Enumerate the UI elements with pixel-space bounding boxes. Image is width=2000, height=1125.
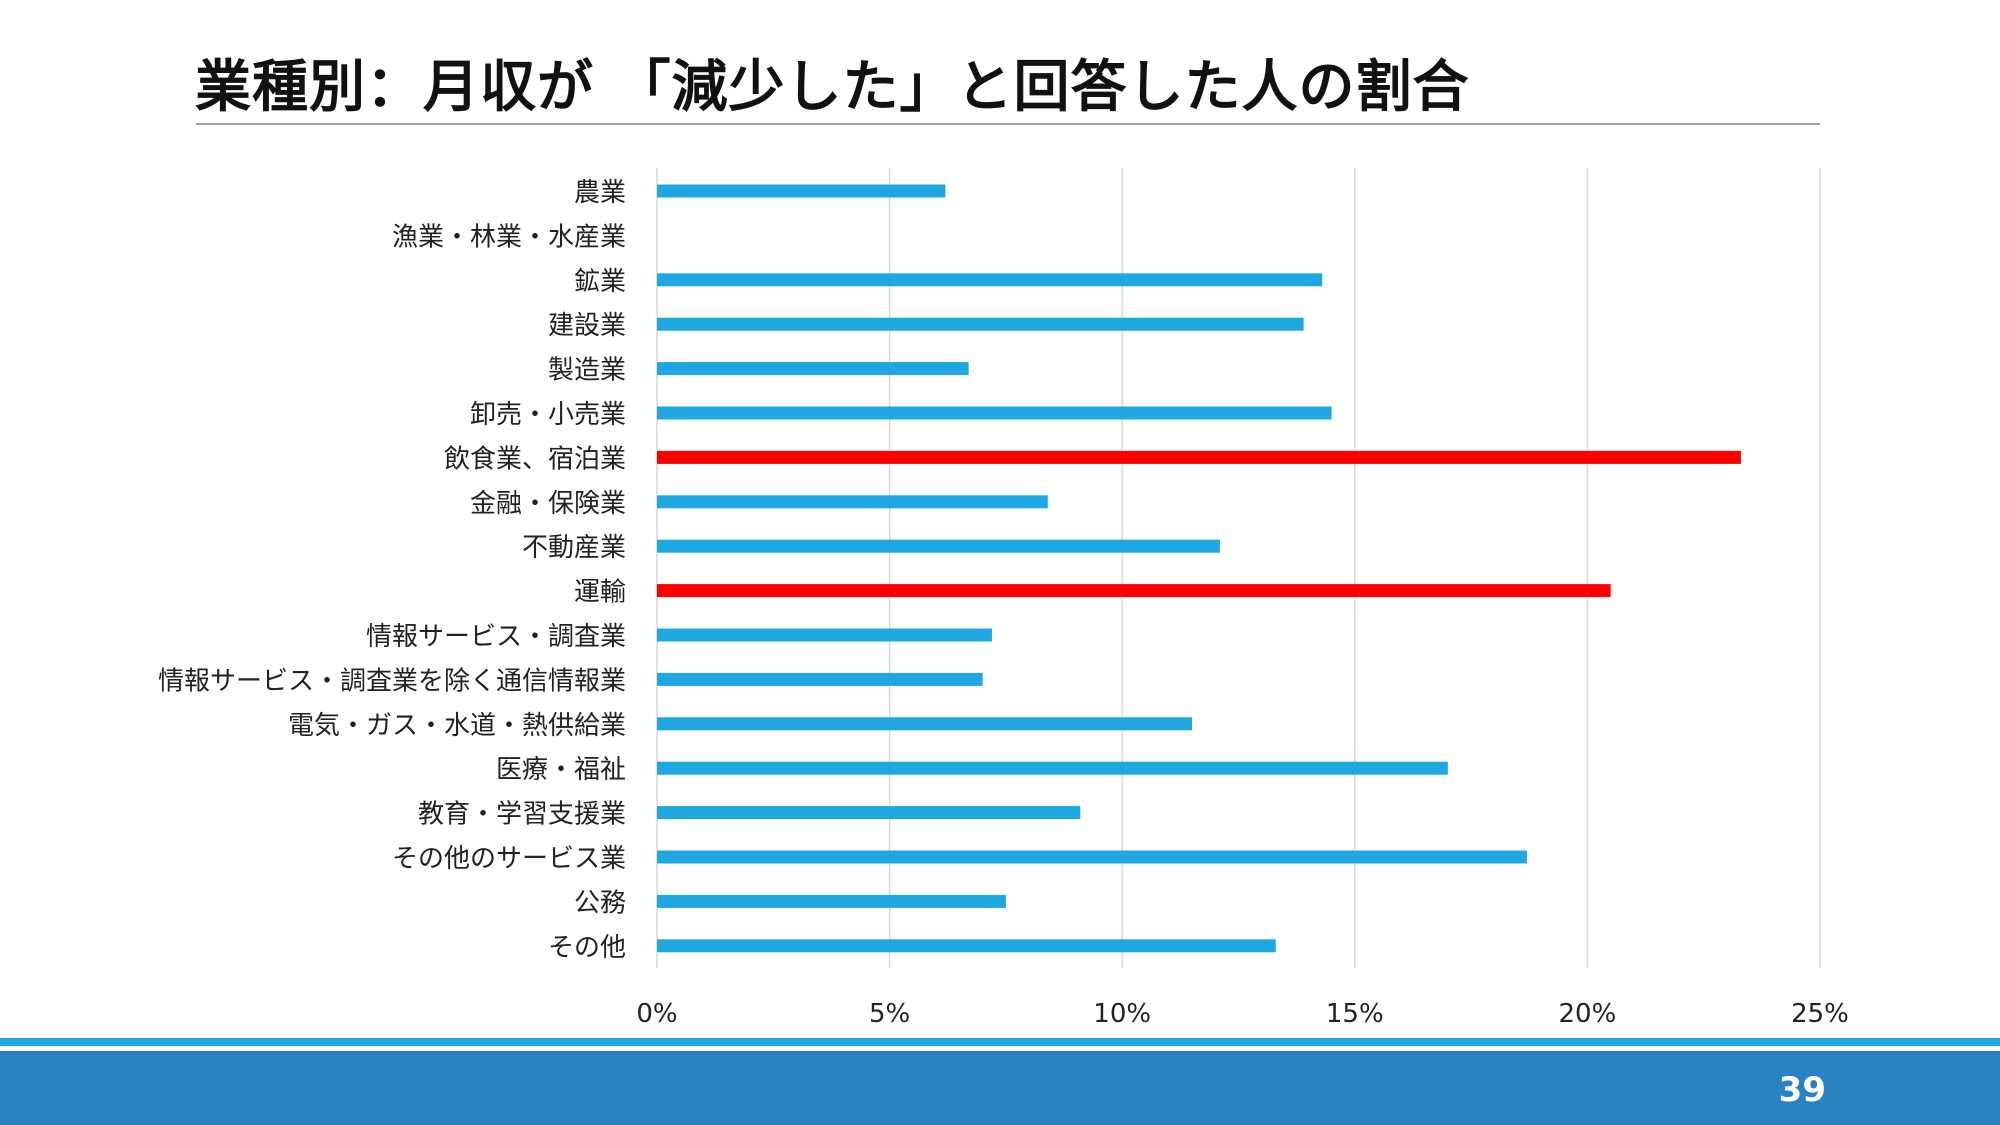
bar [657,539,1220,553]
bar [657,761,1448,775]
category-label: 建設業 [548,311,626,341]
category-label: 公務 [574,888,626,918]
category-label: その他のサービス業 [392,844,626,874]
category-label: 金融・保険業 [470,489,626,519]
bar [657,806,1081,820]
category-label: 電気・ガス・水道・熱供給業 [288,711,626,741]
category-label: 医療・福祉 [496,755,626,785]
bar [657,894,1006,908]
bar-chart: 農業漁業・林業・水産業鉱業建設業製造業卸売・小売業飲食業、宿泊業金融・保険業不動… [158,168,1849,1029]
x-tick-label: 20% [1559,999,1617,1029]
title-divider [196,123,1820,125]
bar [657,939,1276,953]
bar [657,495,1048,509]
x-tick-label: 15% [1326,999,1384,1029]
category-label: 鉱業 [574,267,626,297]
category-label: 卸売・小売業 [470,400,626,430]
x-tick-label: 25% [1791,999,1849,1029]
category-label: 運輸 [574,578,626,608]
bar [657,273,1323,287]
x-tick-label: 5% [869,999,910,1029]
page-number: 39 [1778,1070,1826,1110]
x-tick-label: 0% [636,999,677,1029]
slide-title: 業種別：月収が 「減少した」と回答した人の割合 [195,55,1470,120]
bar [657,362,969,376]
category-label: 情報サービス・調査業を除く通信情報業 [158,666,626,696]
bar [657,672,983,686]
bar-highlighted [657,450,1741,464]
bar [657,184,946,198]
footer-accent-line [0,1038,2000,1046]
x-tick-labels: 0% 5% 10% 15% 20% 25% [636,999,1849,1029]
category-label: 情報サービス・調査業 [366,622,626,652]
bar [657,850,1527,864]
bars [657,184,1741,953]
footer-bar [0,1051,2000,1125]
category-label: 製造業 [548,356,626,386]
category-labels: 農業漁業・林業・水産業鉱業建設業製造業卸売・小売業飲食業、宿泊業金融・保険業不動… [158,178,626,963]
x-tick-label: 10% [1093,999,1151,1029]
bar [657,717,1192,731]
bar [657,628,992,642]
bar [657,406,1332,420]
category-label: その他 [548,933,626,963]
bar-highlighted [657,584,1611,598]
category-label: 教育・学習支援業 [418,800,626,830]
category-label: 飲食業、宿泊業 [444,444,626,474]
category-label: 漁業・林業・水産業 [392,222,626,252]
category-label: 不動産業 [522,533,626,563]
grid-lines [656,168,1821,968]
bar [657,317,1304,331]
category-label: 農業 [574,178,626,208]
